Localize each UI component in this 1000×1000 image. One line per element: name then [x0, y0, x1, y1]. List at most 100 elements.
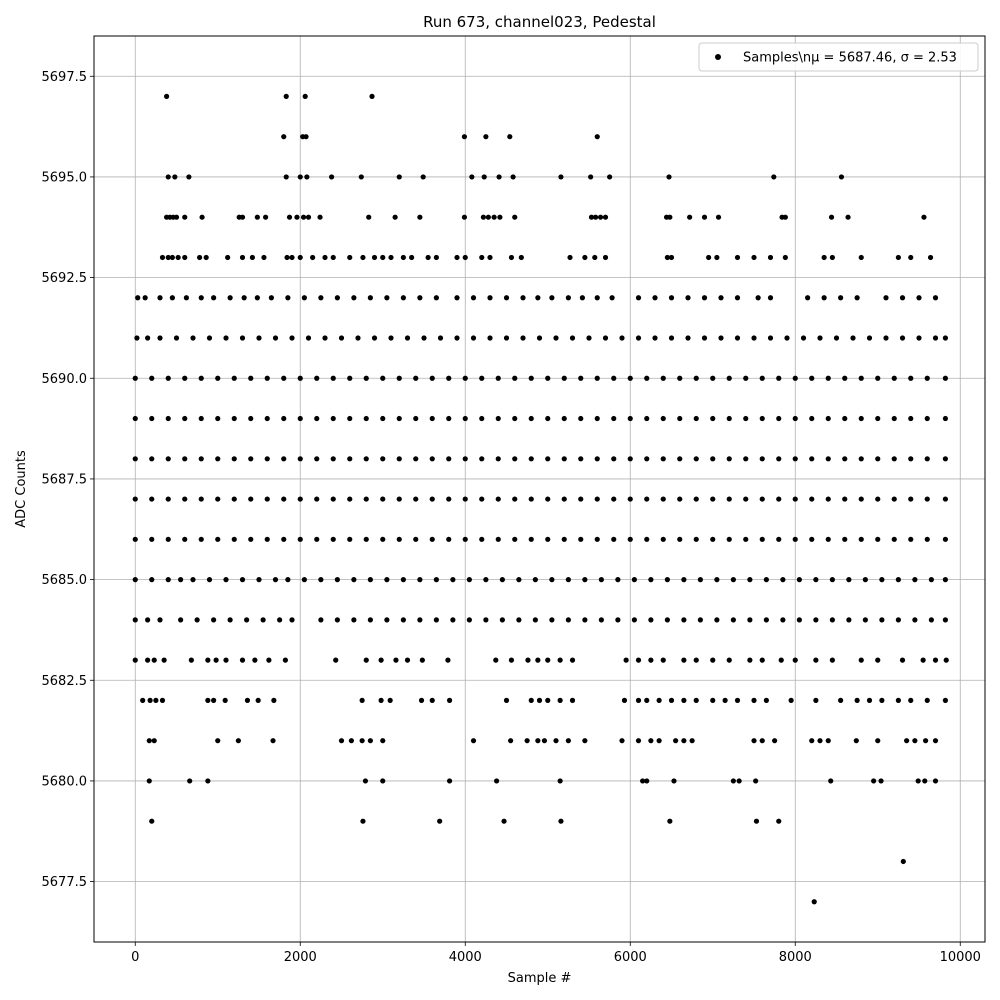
data-point — [792, 657, 798, 663]
data-point — [462, 415, 468, 422]
data-point — [532, 617, 538, 623]
data-point — [454, 335, 460, 341]
data-point — [132, 415, 138, 422]
data-point — [776, 818, 782, 824]
data-point — [487, 295, 493, 301]
data-point — [487, 335, 493, 341]
data-point — [182, 536, 188, 542]
data-point — [796, 577, 802, 583]
data-point — [759, 456, 765, 462]
data-point — [759, 738, 765, 744]
data-point — [558, 818, 564, 824]
data-point — [481, 174, 487, 180]
data-point — [879, 697, 885, 704]
data-point — [828, 214, 835, 220]
data-point — [763, 577, 769, 583]
data-point — [380, 456, 386, 462]
data-point — [825, 496, 831, 502]
data-point — [231, 496, 237, 502]
data-point — [215, 415, 221, 422]
data-point — [294, 214, 300, 220]
data-point — [480, 214, 486, 220]
data-point — [140, 697, 146, 704]
data-point — [384, 295, 390, 301]
data-point — [495, 496, 501, 502]
data-point — [205, 697, 211, 704]
data-point — [619, 335, 625, 341]
data-point — [718, 295, 724, 301]
x-tick-label: 2000 — [284, 950, 317, 965]
data-point — [239, 254, 246, 261]
data-point — [627, 536, 633, 542]
data-point — [631, 577, 637, 583]
data-point — [518, 254, 524, 261]
data-point — [334, 577, 340, 583]
data-point — [305, 214, 312, 220]
data-point — [281, 536, 287, 542]
data-point — [776, 496, 782, 502]
chart-title: Run 673, channel023, Pedestal — [423, 13, 656, 31]
data-point — [858, 536, 864, 542]
data-point — [809, 738, 815, 744]
x-tick-label: 4000 — [449, 950, 482, 965]
data-point — [908, 254, 914, 261]
data-point — [450, 577, 456, 583]
data-point — [759, 496, 765, 502]
data-point — [565, 577, 571, 583]
data-point — [908, 415, 914, 422]
data-point — [297, 174, 303, 180]
data-point — [281, 134, 287, 140]
data-point — [891, 456, 897, 462]
data-point — [528, 415, 534, 422]
data-point — [417, 577, 423, 583]
data-point — [231, 375, 237, 381]
data-point — [215, 738, 221, 744]
data-point — [281, 415, 287, 422]
data-point — [494, 778, 500, 784]
data-point — [165, 174, 171, 180]
data-point — [924, 375, 930, 381]
data-point — [266, 657, 272, 663]
data-point — [627, 375, 633, 381]
data-point — [942, 697, 949, 704]
data-point — [483, 134, 489, 140]
data-point — [512, 415, 518, 422]
data-point — [545, 657, 551, 663]
data-point — [710, 375, 716, 381]
data-point — [644, 778, 650, 784]
data-point — [644, 496, 650, 502]
data-point — [149, 496, 155, 502]
data-point — [858, 657, 864, 663]
data-point — [693, 657, 699, 663]
data-point — [796, 617, 802, 623]
data-point — [644, 536, 650, 542]
data-point — [846, 577, 852, 583]
data-point — [611, 375, 617, 381]
data-point — [759, 536, 765, 542]
data-point — [164, 93, 170, 99]
data-point — [347, 456, 353, 462]
data-point — [363, 415, 369, 422]
y-tick-label: 5677.5 — [42, 875, 88, 890]
data-point — [726, 657, 732, 663]
data-point — [483, 577, 489, 583]
data-point — [689, 738, 695, 744]
data-point — [875, 456, 881, 462]
data-point — [846, 617, 852, 623]
data-point — [710, 496, 716, 502]
data-point — [734, 295, 741, 301]
data-point — [664, 254, 670, 261]
data-point — [578, 415, 584, 422]
data-point — [454, 254, 460, 261]
data-point — [923, 738, 929, 744]
data-point — [609, 295, 615, 301]
data-point — [132, 536, 138, 542]
data-point — [363, 375, 369, 381]
y-tick-label: 5682.5 — [42, 674, 88, 689]
data-point — [183, 295, 189, 301]
data-point — [693, 536, 699, 542]
data-point — [776, 375, 782, 381]
data-point — [553, 335, 559, 341]
